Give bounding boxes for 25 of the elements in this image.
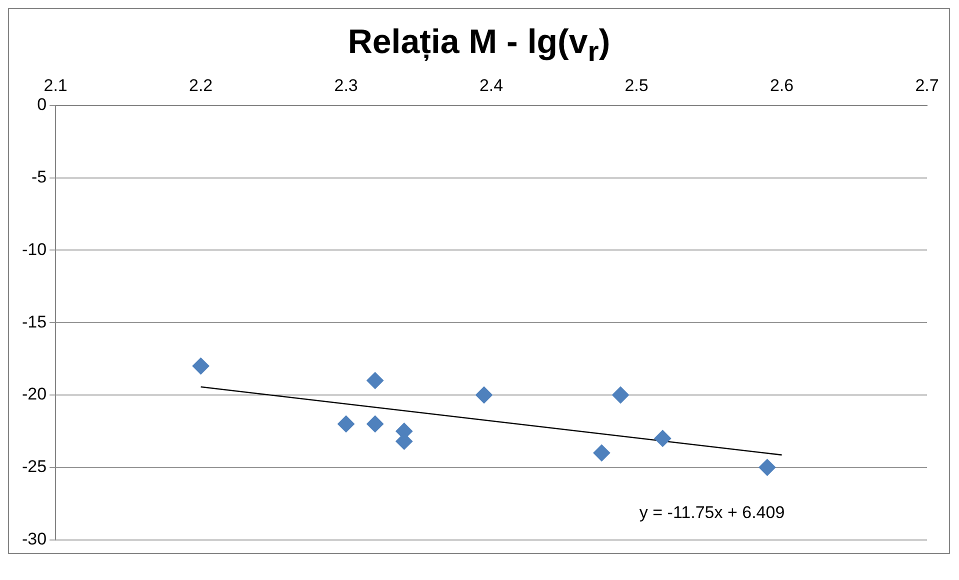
x-tick-label: 2.2 [188,76,213,95]
point [338,415,355,432]
chart-title: Relația M - lg(v$_{r}$) [346,22,612,70]
y-tick-label: -25 [22,456,47,476]
y-tick-label: 0 [37,94,47,114]
x-tick-label: 2.6 [770,76,794,95]
point [654,430,672,447]
x-tick-label: 2.3 [334,76,358,95]
x-tick-label: 2.5 [624,76,648,95]
x-tick-label: 2.7 [915,76,939,95]
y-tick-label: -20 [22,384,47,404]
y-tick-label: -30 [22,529,47,548]
y-tick-label: -15 [22,312,47,332]
y-tick-label: -10 [22,240,47,259]
y-tick-label: -5 [31,167,47,186]
annotation: y = -11.75x + 6.409 [639,502,785,522]
point [366,372,384,389]
point [192,357,210,374]
point [758,458,776,476]
point [366,415,384,432]
point [476,386,493,404]
x-tick-label: 2.1 [44,76,68,95]
point [593,444,610,462]
point [612,386,630,404]
x-tick-label: 2.4 [479,76,504,95]
